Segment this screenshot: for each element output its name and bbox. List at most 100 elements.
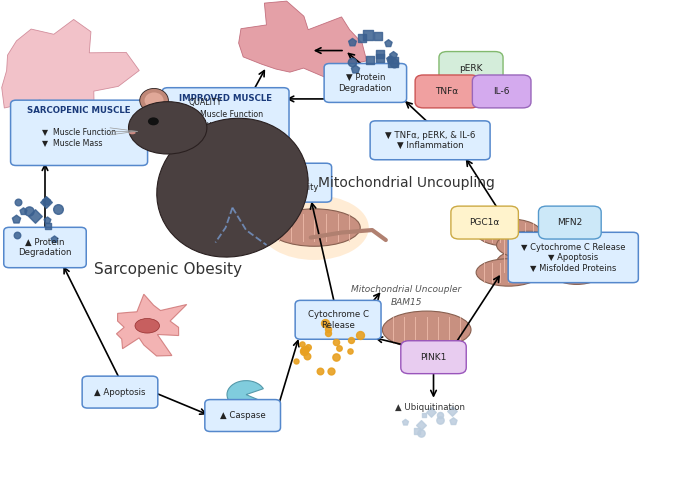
Text: ▼  Muscle Function
▼  Muscle Mass: ▼ Muscle Function ▼ Muscle Mass xyxy=(42,128,116,146)
Point xyxy=(11,215,22,223)
Point xyxy=(302,352,313,360)
Point xyxy=(365,56,376,64)
Point xyxy=(315,366,326,374)
Circle shape xyxy=(148,118,159,126)
Ellipse shape xyxy=(497,232,561,258)
FancyBboxPatch shape xyxy=(295,300,381,340)
Text: MFN2: MFN2 xyxy=(557,218,583,227)
FancyBboxPatch shape xyxy=(4,228,86,268)
Point xyxy=(296,340,307,348)
FancyBboxPatch shape xyxy=(439,52,503,84)
Ellipse shape xyxy=(140,88,169,112)
Point xyxy=(291,357,302,365)
Text: ▼ Cytochrome C Release
▼ Apoptosis
▼ Misfolded Proteins: ▼ Cytochrome C Release ▼ Apoptosis ▼ Mis… xyxy=(521,242,626,272)
Point xyxy=(326,367,337,375)
Ellipse shape xyxy=(128,102,207,154)
FancyBboxPatch shape xyxy=(538,206,601,239)
FancyBboxPatch shape xyxy=(370,121,490,160)
Polygon shape xyxy=(238,1,367,78)
Text: Cytochrome C
Release: Cytochrome C Release xyxy=(307,310,369,330)
Point xyxy=(333,344,344,352)
Point xyxy=(357,34,367,42)
Point xyxy=(350,65,361,73)
Point xyxy=(412,427,423,435)
Ellipse shape xyxy=(135,318,160,333)
FancyBboxPatch shape xyxy=(451,206,518,239)
FancyBboxPatch shape xyxy=(473,75,531,108)
Point xyxy=(346,336,357,344)
FancyBboxPatch shape xyxy=(82,376,158,408)
Text: ▲ Caspase: ▲ Caspase xyxy=(220,411,266,420)
Point xyxy=(322,326,333,334)
Point xyxy=(12,198,23,206)
Point xyxy=(298,346,309,354)
FancyBboxPatch shape xyxy=(205,400,281,432)
Ellipse shape xyxy=(157,118,308,257)
Point xyxy=(363,30,374,38)
Ellipse shape xyxy=(476,258,541,286)
Point xyxy=(375,50,386,58)
Point xyxy=(383,39,394,47)
Point xyxy=(400,418,410,426)
Point xyxy=(346,58,357,66)
Text: PINK1: PINK1 xyxy=(420,352,447,362)
Point xyxy=(303,343,313,351)
Point xyxy=(426,408,436,416)
Point xyxy=(320,319,331,327)
Ellipse shape xyxy=(382,311,471,348)
Point xyxy=(418,410,429,418)
Point xyxy=(415,428,426,436)
Point xyxy=(387,51,398,59)
Point xyxy=(374,54,385,62)
Point xyxy=(388,60,399,68)
Point xyxy=(18,206,29,214)
Point xyxy=(40,197,51,205)
Ellipse shape xyxy=(551,260,602,284)
FancyBboxPatch shape xyxy=(508,232,639,282)
Point xyxy=(12,230,23,238)
Point xyxy=(41,198,52,206)
Ellipse shape xyxy=(497,249,561,276)
Text: BAM15: BAM15 xyxy=(391,298,422,307)
Text: ▼ Protein
Degradation: ▼ Protein Degradation xyxy=(339,74,392,92)
Text: pERK: pERK xyxy=(459,64,483,72)
Point xyxy=(345,348,356,356)
Text: IL-6: IL-6 xyxy=(493,87,510,96)
Wedge shape xyxy=(227,380,264,408)
Point xyxy=(447,408,458,416)
Point xyxy=(385,56,395,64)
Text: ▲ Ubiquitination: ▲ Ubiquitination xyxy=(395,402,465,411)
Point xyxy=(298,347,309,355)
Point xyxy=(415,421,426,429)
Point xyxy=(346,38,357,46)
FancyBboxPatch shape xyxy=(222,163,332,202)
Text: IMPROVED MUSCLE: IMPROVED MUSCLE xyxy=(179,94,272,102)
Point xyxy=(42,216,53,224)
Ellipse shape xyxy=(551,230,602,254)
Text: SARCOPENIC MUSCLE: SARCOPENIC MUSCLE xyxy=(27,106,131,115)
Text: Sarcopenic Obesity: Sarcopenic Obesity xyxy=(94,262,242,278)
FancyBboxPatch shape xyxy=(401,340,466,374)
Point xyxy=(23,207,34,215)
Ellipse shape xyxy=(145,92,164,108)
Point xyxy=(48,234,59,242)
Polygon shape xyxy=(117,294,186,356)
Point xyxy=(42,222,53,230)
Point xyxy=(53,206,64,214)
Point xyxy=(387,58,398,66)
Point xyxy=(435,416,446,424)
Text: QUALITY
▲  Muscle Function
▲  Muscle Mass: QUALITY ▲ Muscle Function ▲ Muscle Mass xyxy=(189,98,263,128)
Ellipse shape xyxy=(129,132,136,134)
Point xyxy=(434,411,445,419)
Ellipse shape xyxy=(260,195,369,260)
Text: ▲ Inflammation
▼ Insulin Sensitivity: ▲ Inflammation ▼ Insulin Sensitivity xyxy=(235,173,318,193)
Point xyxy=(448,417,459,425)
Point xyxy=(372,32,383,40)
Text: ▲ Apoptosis: ▲ Apoptosis xyxy=(94,388,145,396)
Point xyxy=(29,212,40,220)
Text: PGC1α: PGC1α xyxy=(469,218,500,227)
Polygon shape xyxy=(1,20,139,126)
FancyBboxPatch shape xyxy=(10,100,148,166)
FancyBboxPatch shape xyxy=(324,64,406,102)
Point xyxy=(301,346,312,354)
